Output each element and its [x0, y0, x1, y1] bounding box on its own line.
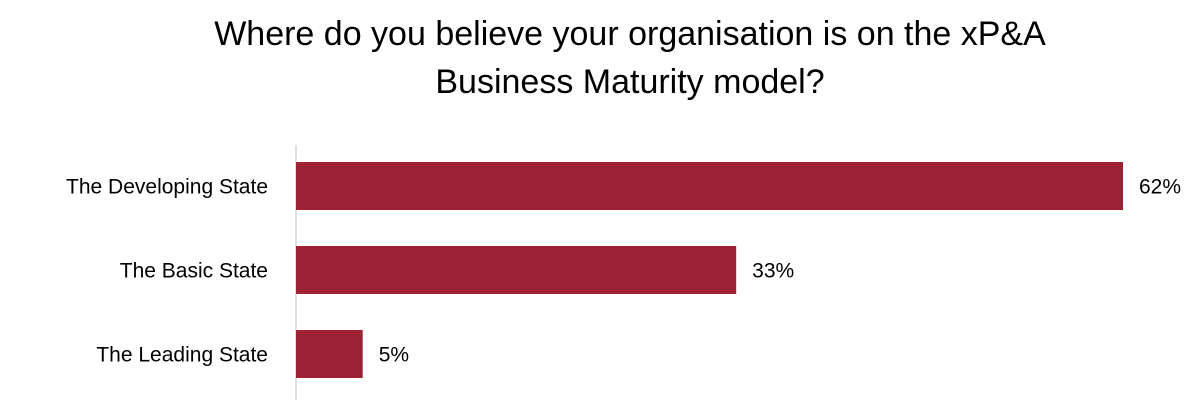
bar: [296, 330, 363, 378]
chart-title: Where do you believe your organisation i…: [214, 15, 1046, 101]
value-label: 5%: [379, 344, 409, 367]
category-label: The Developing State: [66, 176, 268, 199]
value-label: 62%: [1139, 176, 1181, 199]
bar: [296, 162, 1123, 210]
category-label: The Leading State: [96, 344, 268, 367]
category-label: The Basic State: [120, 260, 268, 283]
bar: [296, 246, 737, 294]
value-label: 33%: [752, 260, 794, 283]
